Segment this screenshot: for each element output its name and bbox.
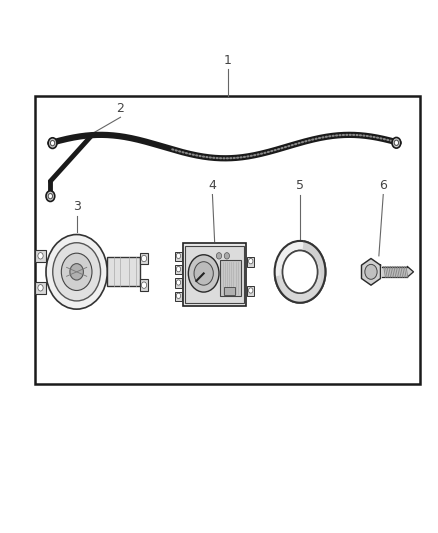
Circle shape bbox=[176, 253, 180, 259]
Bar bbox=[175, 292, 182, 301]
Bar bbox=[35, 282, 46, 294]
Bar bbox=[175, 278, 182, 288]
Circle shape bbox=[48, 138, 57, 148]
Circle shape bbox=[46, 191, 55, 201]
Bar bbox=[140, 279, 148, 291]
Bar bbox=[186, 246, 244, 303]
Circle shape bbox=[249, 259, 253, 264]
Circle shape bbox=[50, 140, 55, 146]
Text: 1: 1 bbox=[224, 54, 232, 67]
Bar bbox=[35, 250, 46, 262]
Circle shape bbox=[365, 264, 377, 279]
Circle shape bbox=[224, 253, 230, 259]
Circle shape bbox=[176, 266, 180, 272]
Polygon shape bbox=[361, 259, 381, 285]
Text: 3: 3 bbox=[73, 200, 81, 213]
Circle shape bbox=[249, 288, 253, 293]
Circle shape bbox=[283, 251, 318, 293]
Circle shape bbox=[275, 241, 325, 303]
Text: 4: 4 bbox=[208, 179, 216, 192]
Bar bbox=[107, 257, 140, 287]
Polygon shape bbox=[407, 266, 413, 277]
Circle shape bbox=[176, 280, 180, 285]
Circle shape bbox=[46, 235, 107, 309]
Circle shape bbox=[53, 243, 101, 301]
Circle shape bbox=[194, 262, 213, 285]
Circle shape bbox=[176, 293, 180, 298]
Text: 6: 6 bbox=[379, 179, 387, 192]
Bar bbox=[183, 243, 246, 306]
Circle shape bbox=[188, 255, 219, 292]
Circle shape bbox=[141, 255, 147, 262]
Bar bbox=[224, 287, 235, 295]
Circle shape bbox=[48, 193, 53, 199]
Polygon shape bbox=[275, 241, 325, 303]
Circle shape bbox=[61, 253, 92, 290]
Bar bbox=[220, 260, 241, 296]
Text: 5: 5 bbox=[296, 179, 304, 192]
Circle shape bbox=[38, 253, 43, 259]
Bar bbox=[35, 96, 420, 384]
Bar bbox=[247, 286, 254, 296]
Bar bbox=[175, 252, 182, 261]
Circle shape bbox=[279, 252, 321, 303]
Circle shape bbox=[141, 282, 147, 288]
Bar bbox=[247, 257, 254, 266]
Bar bbox=[382, 266, 407, 277]
Circle shape bbox=[283, 251, 318, 293]
Circle shape bbox=[216, 253, 222, 259]
Circle shape bbox=[392, 138, 401, 148]
Bar bbox=[175, 265, 182, 274]
Bar bbox=[140, 253, 148, 264]
Circle shape bbox=[38, 285, 43, 291]
Text: 2: 2 bbox=[117, 102, 124, 115]
Circle shape bbox=[70, 264, 83, 280]
Circle shape bbox=[394, 140, 399, 146]
